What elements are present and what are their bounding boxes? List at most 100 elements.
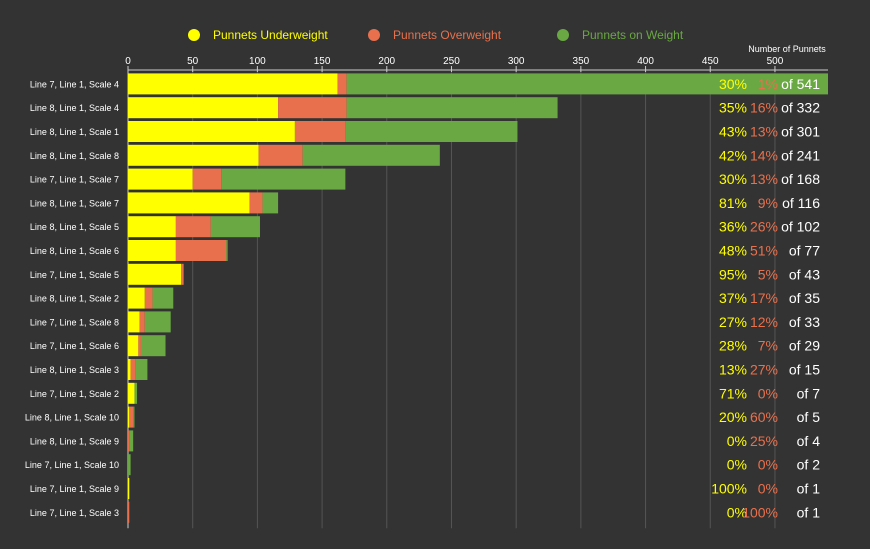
row-label-0: Line 7, Line 1, Scale 4 <box>30 79 119 89</box>
row-label-1: Line 8, Line 1, Scale 4 <box>30 103 119 113</box>
bar-over-11 <box>138 335 141 357</box>
bar-under-14 <box>128 406 130 428</box>
overweight-percent-14: 60% <box>750 409 778 425</box>
row-labels: Line 7, Line 1, Scale 4 Line 8, Line 1, S… <box>25 79 119 517</box>
legend-item-overweight[interactable]: Punnets Overweight <box>368 28 501 42</box>
tick-label-450: 450 <box>702 56 719 67</box>
bar-on-5 <box>262 192 279 214</box>
bar-over-5 <box>249 192 263 214</box>
overweight-percent-8: 5% <box>758 266 778 282</box>
tick-label-500: 500 <box>767 56 784 67</box>
row-label-13: Line 7, Line 1, Scale 2 <box>30 389 119 399</box>
bar-under-3 <box>128 144 259 166</box>
total-count-11: of 29 <box>789 338 820 354</box>
overweight-percent-3: 14% <box>750 147 778 163</box>
bar-on-4 <box>221 168 346 190</box>
tick-label-250: 250 <box>443 56 460 67</box>
underweight-percent-6: 36% <box>719 219 747 235</box>
total-count-16: of 2 <box>797 457 821 473</box>
bar-on-13 <box>134 382 138 404</box>
legend-item-underweight[interactable]: Punnets Underweight <box>188 28 328 42</box>
legend-label-overweight: Punnets Overweight <box>393 28 502 42</box>
row-label-6: Line 8, Line 1, Scale 5 <box>30 222 119 232</box>
row-label-11: Line 7, Line 1, Scale 6 <box>30 341 119 351</box>
bar-under-8 <box>128 263 182 285</box>
total-count-2: of 301 <box>781 124 820 140</box>
tick-label-150: 150 <box>314 56 331 67</box>
total-count-4: of 168 <box>781 171 820 187</box>
tick-label-50: 50 <box>187 56 199 67</box>
legend-label-on-weight: Punnets on Weight <box>582 28 684 42</box>
total-count-13: of 7 <box>797 385 821 401</box>
underweight-percent-14: 20% <box>719 409 747 425</box>
tick-label-350: 350 <box>573 56 590 67</box>
total-count-6: of 102 <box>781 219 820 235</box>
grid-lines <box>127 68 776 529</box>
total-count-18: of 1 <box>797 504 821 520</box>
bar-under-6 <box>128 216 176 238</box>
total-count-14: of 5 <box>797 409 821 425</box>
overweight-percent-9: 17% <box>750 290 778 306</box>
overweight-percent-17: 0% <box>758 481 778 497</box>
underweight-percent-16: 0% <box>727 457 747 473</box>
bar-under-13 <box>128 382 135 404</box>
bar-over-3 <box>258 144 303 166</box>
legend: Punnets Underweight Punnets Overweight P… <box>0 28 870 46</box>
row-label-9: Line 8, Line 1, Scale 2 <box>30 294 119 304</box>
underweight-percent-2: 43% <box>719 124 747 140</box>
row-label-18: Line 7, Line 1, Scale 3 <box>30 508 119 518</box>
bar-on-11 <box>140 335 166 357</box>
total-count-0: of 541 <box>781 76 820 92</box>
overweight-percent-16: 0% <box>758 457 778 473</box>
bar-over-12 <box>130 359 136 380</box>
bar-on-15 <box>129 430 134 452</box>
total-count-17: of 1 <box>797 481 821 497</box>
bar-over-1 <box>278 97 347 119</box>
underweight-percent-0: 30% <box>719 76 747 92</box>
bar-over-9 <box>144 287 153 309</box>
bar-under-11 <box>128 335 139 357</box>
overweight-percent-12: 27% <box>750 362 778 378</box>
bar-over-14 <box>129 406 134 428</box>
underweight-percent-18: 0% <box>727 504 747 520</box>
bar-on-12 <box>135 359 148 380</box>
bar-on-1 <box>346 97 558 119</box>
bar-over-0 <box>337 73 347 95</box>
total-count-3: of 241 <box>781 147 820 163</box>
bar-under-17 <box>128 478 130 499</box>
total-count-15: of 4 <box>797 433 821 449</box>
total-count-8: of 43 <box>789 266 820 282</box>
bar-on-7 <box>226 240 228 261</box>
legend-item-on-weight[interactable]: Punnets on Weight <box>557 28 683 42</box>
row-label-8: Line 7, Line 1, Scale 5 <box>30 270 119 280</box>
underweight-percent-11: 28% <box>719 338 747 354</box>
total-count-10: of 33 <box>789 314 820 330</box>
row-label-15: Line 8, Line 1, Scale 9 <box>30 436 119 446</box>
overweight-percent-15: 25% <box>750 433 778 449</box>
bar-over-4 <box>192 168 222 190</box>
row-label-5: Line 8, Line 1, Scale 7 <box>30 198 119 208</box>
bar-on-14 <box>133 406 135 428</box>
row-label-3: Line 8, Line 1, Scale 8 <box>30 151 119 161</box>
underweight-percent-3: 42% <box>719 147 747 163</box>
total-count-1: of 332 <box>781 100 820 116</box>
underweight-percent-4: 30% <box>719 171 747 187</box>
underweight-percent-9: 37% <box>719 290 747 306</box>
overweight-percent-6: 26% <box>750 219 778 235</box>
row-label-17: Line 7, Line 1, Scale 9 <box>30 484 119 494</box>
underweight-percent-1: 35% <box>719 100 747 116</box>
axis-title: Number of Punnets <box>748 44 826 54</box>
bar-under-5 <box>128 192 250 214</box>
underweight-percent-13: 71% <box>719 385 747 401</box>
underweight-percent-8: 95% <box>719 266 747 282</box>
overweight-percent-0: 1% <box>758 76 778 92</box>
underweight-percent-7: 48% <box>719 243 747 259</box>
bar-on-10 <box>144 311 171 333</box>
row-label-12: Line 8, Line 1, Scale 3 <box>30 365 119 375</box>
bar-under-0 <box>128 73 338 95</box>
bar-under-10 <box>128 311 140 333</box>
underweight-percent-10: 27% <box>719 314 747 330</box>
underweight-percent-12: 13% <box>719 362 747 378</box>
